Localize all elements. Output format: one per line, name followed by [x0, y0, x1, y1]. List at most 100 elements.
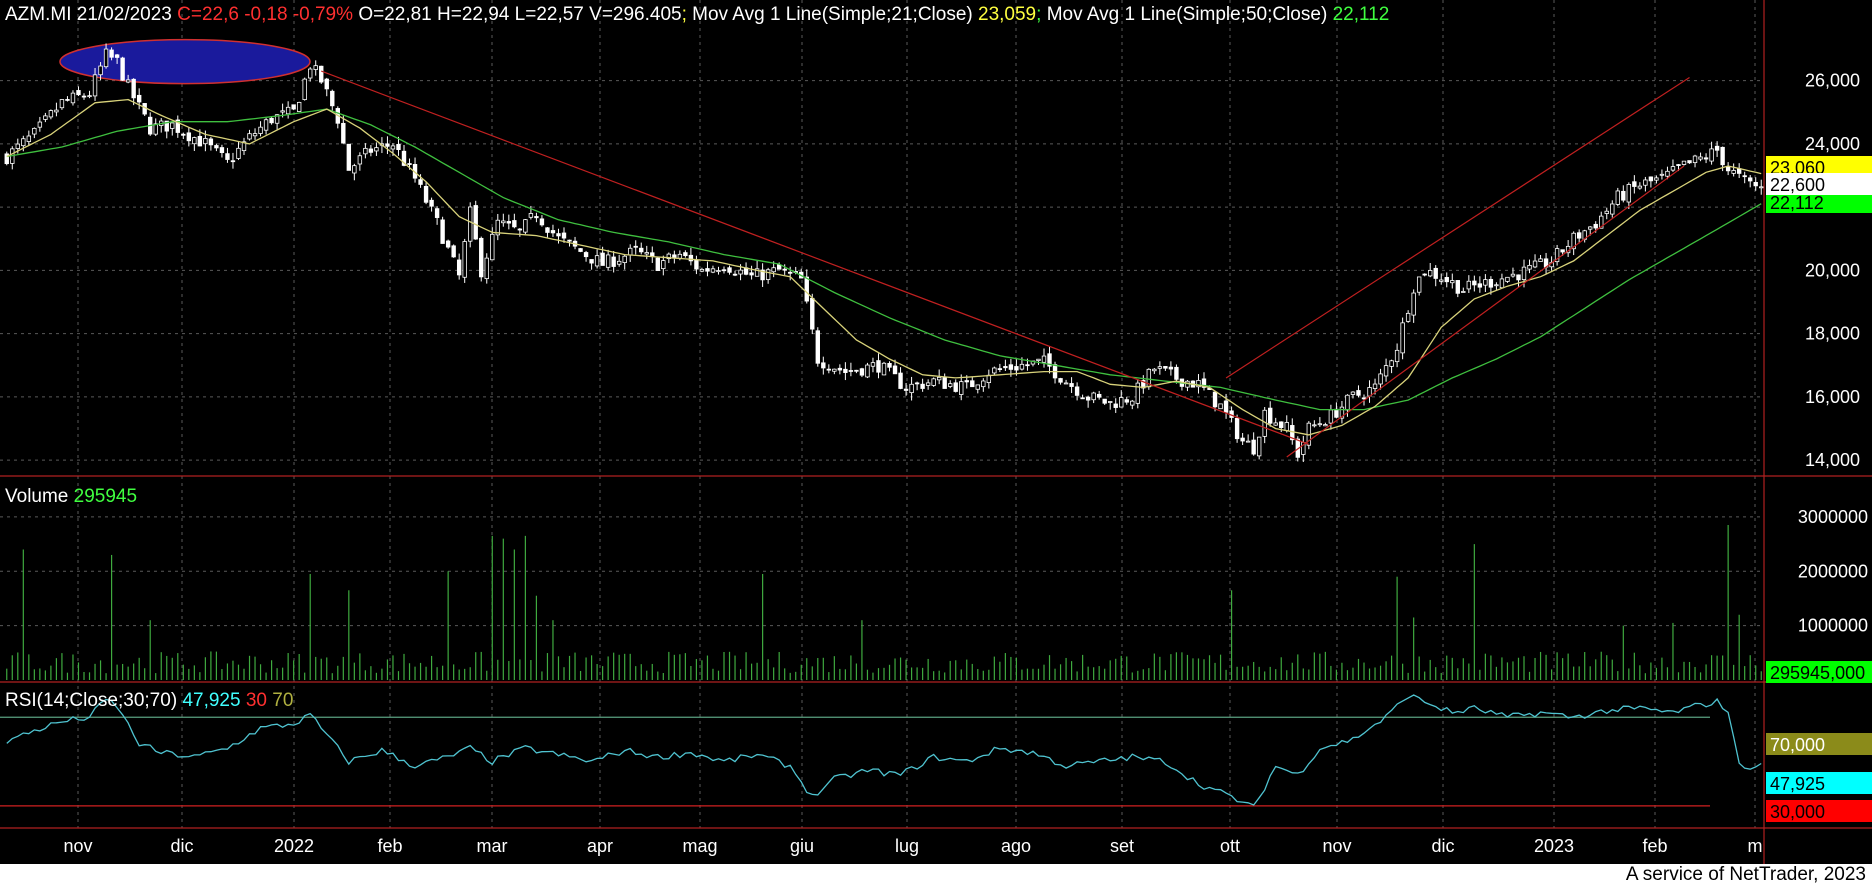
candle-body: [451, 245, 456, 258]
candle-body: [848, 370, 854, 372]
candle-body: [1681, 160, 1687, 165]
candle-body: [1720, 146, 1725, 166]
candle-body: [914, 382, 920, 385]
candle-body: [1659, 173, 1665, 176]
candle-body: [352, 165, 357, 174]
candle-body: [688, 254, 694, 262]
change-value: C=22,6 -0,18 -0,79%: [177, 4, 354, 25]
candle-body: [1102, 398, 1107, 404]
candle-body: [230, 160, 236, 163]
x-tick-label: ago: [1001, 836, 1031, 856]
candle-body: [909, 383, 914, 394]
symbol-date: AZM.MI 21/02/2023: [5, 4, 172, 25]
candle-body: [484, 257, 489, 280]
candle-body: [15, 143, 20, 149]
price-tick-label: 14,000: [1805, 450, 1860, 470]
candle-body: [600, 252, 605, 266]
x-tick-label: feb: [1642, 836, 1667, 856]
last-price-tag: 22,600: [1766, 173, 1872, 195]
candle-body: [269, 117, 274, 124]
volume-tick-label: 3000000: [1798, 507, 1868, 527]
candle-body: [837, 367, 843, 371]
candle-body: [291, 104, 296, 110]
rsi-30-tag-bg: [1766, 800, 1872, 822]
price-tick-label: 26,000: [1805, 71, 1860, 91]
last-price-tag-bg: [1766, 173, 1872, 195]
candle-body: [881, 362, 887, 376]
candle-body: [192, 137, 197, 145]
rsi-label: RSI(14;Close;30;70): [5, 690, 178, 711]
candle-body: [826, 368, 832, 371]
candle-body: [616, 260, 622, 265]
x-tick-label: apr: [587, 836, 613, 856]
candle-body: [120, 57, 125, 81]
candle-body: [1361, 397, 1367, 400]
candle-body: [1411, 292, 1416, 316]
candle-body: [37, 121, 43, 128]
candle-body: [986, 374, 992, 383]
candle-body: [1273, 422, 1278, 426]
candle-body: [32, 127, 37, 135]
candle-body: [346, 143, 352, 171]
candle-body: [1152, 368, 1157, 372]
candle-body: [225, 153, 230, 160]
candle-body: [1433, 267, 1438, 279]
candle-body: [1163, 366, 1168, 369]
candle-body: [1676, 164, 1681, 166]
candle-body: [964, 380, 969, 383]
candle-body: [103, 48, 109, 68]
candle-body: [1422, 273, 1427, 276]
candle-body: [1130, 400, 1135, 406]
x-tick-label: mar: [477, 836, 508, 856]
candle-body: [771, 267, 776, 273]
candle-body: [263, 119, 269, 131]
candle-body: [87, 95, 92, 98]
candle-body: [1748, 177, 1753, 182]
candle-body: [1455, 280, 1460, 294]
candle-body: [1665, 170, 1670, 177]
candle-body: [556, 233, 561, 237]
trendline: [1225, 76, 1690, 379]
candle-body: [655, 257, 660, 271]
candle-body: [241, 141, 247, 152]
candle-body: [1378, 373, 1383, 385]
candle-body: [754, 268, 760, 277]
candle-body: [539, 218, 545, 226]
candle-body: [1753, 181, 1758, 187]
candle-body: [357, 155, 363, 165]
candle-body: [296, 101, 302, 112]
candle-body: [738, 269, 743, 275]
rsi-70-tag-bg: [1766, 733, 1872, 755]
price-tags: 23,06022,11222,600295945,00070,00047,925…: [1766, 156, 1872, 822]
candle-body: [1527, 264, 1532, 270]
candle-body: [782, 268, 787, 271]
candle-body: [1687, 160, 1692, 164]
candle-body: [1709, 148, 1714, 162]
candle-body: [578, 248, 583, 252]
candle-body: [887, 363, 892, 368]
candle-body: [1157, 366, 1163, 369]
candle-body: [1245, 440, 1251, 443]
rsi-levels: [0, 716, 1710, 807]
candle-body: [992, 367, 997, 374]
candle-body: [59, 99, 65, 109]
candle-body: [1256, 436, 1262, 457]
candle-body: [1080, 397, 1085, 400]
ma50-line: [6, 108, 1762, 411]
separator: ;: [681, 4, 687, 25]
candle-body: [898, 372, 903, 389]
candle-body: [859, 368, 865, 376]
volume-header: Volume 295945: [5, 486, 137, 508]
candle-body: [1119, 397, 1124, 408]
candle-body: [385, 143, 390, 147]
footer: A service of NetTrader, 2023: [1623, 864, 1868, 886]
candle-body: [363, 147, 368, 155]
candle-body: [1714, 145, 1720, 151]
candle-body: [1615, 190, 1620, 205]
candle-body: [716, 270, 721, 273]
ma50-tag-bg: [1766, 191, 1872, 213]
candle-body: [997, 368, 1003, 370]
ma50-tag-text: 22,112: [1770, 193, 1824, 213]
candle-body: [1670, 166, 1676, 171]
candle-body: [760, 269, 765, 281]
